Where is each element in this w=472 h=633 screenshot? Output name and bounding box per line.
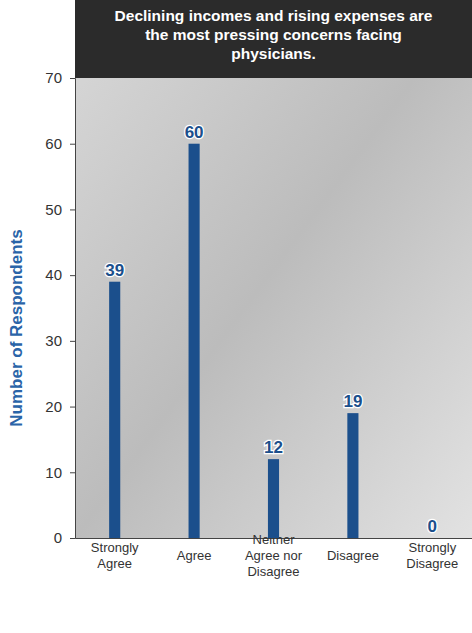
x-tick-label: StronglyDisagree bbox=[406, 540, 458, 571]
chart-svg: Declining incomes and rising expenses ar… bbox=[0, 0, 472, 633]
bar bbox=[427, 538, 438, 539]
x-tick: NeitherAgree norDisagree bbox=[245, 532, 303, 579]
text-line: Declining incomes and rising expenses ar… bbox=[115, 7, 433, 24]
chart-container: Declining incomes and rising expenses ar… bbox=[0, 0, 472, 633]
plot-background bbox=[75, 0, 472, 538]
x-tick: Disagree bbox=[327, 548, 379, 563]
y-tick-mark bbox=[70, 341, 75, 342]
title-box bbox=[75, 0, 472, 78]
bar bbox=[189, 144, 200, 538]
y-tick-label: 10 bbox=[45, 464, 62, 481]
text-line: Strongly bbox=[408, 540, 456, 555]
y-tick-mark bbox=[70, 209, 75, 210]
y-tick: 70 bbox=[45, 69, 75, 86]
x-tick-label: Disagree bbox=[327, 548, 379, 563]
text-line: Disagree bbox=[247, 564, 299, 579]
x-tick: StronglyDisagree bbox=[406, 540, 458, 571]
y-tick-label: 20 bbox=[45, 398, 62, 415]
y-tick-label: 30 bbox=[45, 332, 62, 349]
y-tick: 60 bbox=[45, 135, 75, 152]
y-tick-mark bbox=[70, 472, 75, 473]
text-line: Agree nor bbox=[245, 548, 303, 563]
text-line: Strongly bbox=[91, 540, 139, 555]
y-tick: 0 bbox=[54, 529, 75, 546]
y-tick-label: 60 bbox=[45, 135, 62, 152]
y-tick-label: 0 bbox=[54, 529, 62, 546]
x-axis: StronglyAgreeAgreeNeitherAgree norDisagr… bbox=[76, 532, 472, 579]
y-tick-label: 50 bbox=[45, 201, 62, 218]
text-line: Disagree bbox=[327, 548, 379, 563]
chart-title: Declining incomes and rising expenses ar… bbox=[115, 7, 433, 62]
y-tick-mark bbox=[70, 538, 75, 539]
x-tick: StronglyAgree bbox=[91, 540, 139, 571]
text-line: the most pressing concerns facing bbox=[145, 26, 402, 43]
y-tick-mark bbox=[70, 78, 75, 79]
y-tick: 50 bbox=[45, 201, 75, 218]
bar bbox=[268, 459, 279, 538]
data-label: 0 bbox=[428, 517, 437, 536]
data-labels: 39 60 12 19 0 bbox=[105, 123, 437, 536]
data-label: 60 bbox=[185, 123, 204, 142]
text-line: Agree bbox=[177, 548, 212, 563]
y-tick-label: 40 bbox=[45, 266, 62, 283]
data-label: 19 bbox=[343, 392, 362, 411]
bar bbox=[347, 413, 358, 538]
y-axis-title: Number of Respondents bbox=[7, 229, 26, 426]
y-tick: 10 bbox=[45, 464, 75, 481]
y-tick: 40 bbox=[45, 266, 75, 283]
bars bbox=[109, 144, 358, 538]
y-tick-mark bbox=[70, 275, 75, 276]
x-tick-label: Agree bbox=[177, 548, 212, 563]
x-tick: Agree bbox=[177, 548, 212, 563]
bar bbox=[109, 282, 120, 538]
text-line: Agree bbox=[97, 556, 132, 571]
y-axis: 0 10 20 30 40 50 60 70 bbox=[45, 69, 75, 546]
text-line: physicians. bbox=[231, 45, 315, 62]
text-line: Disagree bbox=[406, 556, 458, 571]
y-tick-mark bbox=[70, 144, 75, 145]
y-tick: 30 bbox=[45, 332, 75, 349]
y-tick: 20 bbox=[45, 398, 75, 415]
x-tick-label: NeitherAgree norDisagree bbox=[245, 532, 303, 579]
x-tick-label: StronglyAgree bbox=[91, 540, 139, 571]
y-tick-label: 70 bbox=[45, 69, 62, 86]
data-label: 12 bbox=[264, 438, 283, 457]
data-label: 39 bbox=[105, 261, 124, 280]
y-tick-mark bbox=[70, 407, 75, 408]
y-axis-line bbox=[70, 79, 76, 539]
